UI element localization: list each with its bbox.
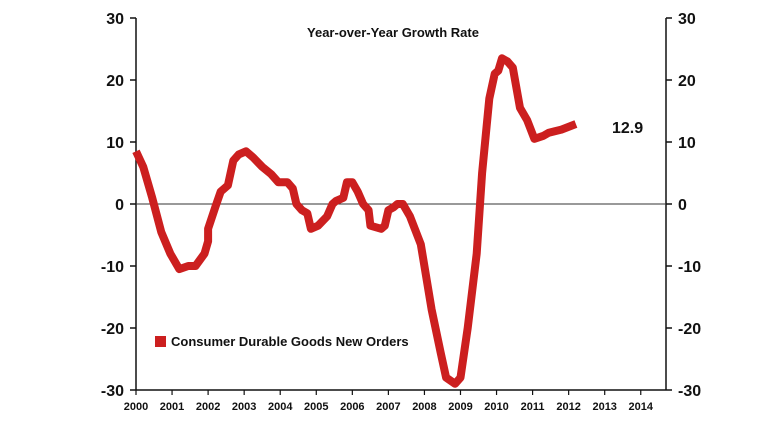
x-tick-label: 2008 <box>412 401 436 413</box>
y-tick-label-left: 30 <box>106 11 124 28</box>
x-tick-label: 2011 <box>521 401 545 413</box>
x-tick-label: 2012 <box>556 401 580 413</box>
x-tick-label: 2002 <box>196 401 220 413</box>
y-tick-label-right: -20 <box>678 321 701 338</box>
x-tick-label: 2010 <box>484 401 508 413</box>
chart-title: Year-over-Year Growth Rate <box>307 25 479 40</box>
x-tick-label: 2009 <box>448 401 472 413</box>
y-tick-label-left: 20 <box>106 73 124 90</box>
x-tick-label: 2001 <box>160 401 184 413</box>
series-group <box>132 54 578 388</box>
legend: Consumer Durable Goods New Orders <box>155 334 409 349</box>
y-tick-label-left: -20 <box>101 321 124 338</box>
x-tick-label: 2003 <box>232 401 256 413</box>
x-tick-label: 2013 <box>592 401 616 413</box>
x-tick-label: 2000 <box>124 401 148 413</box>
x-tick-label: 2004 <box>268 401 293 413</box>
legend-swatch <box>155 336 166 347</box>
x-tick-label: 2006 <box>340 401 364 413</box>
y-tick-label-right: -30 <box>678 383 701 400</box>
legend-label: Consumer Durable Goods New Orders <box>171 334 409 349</box>
x-tick-label: 2007 <box>376 401 400 413</box>
y-tick-label-right: 30 <box>678 11 696 28</box>
x-tick-label: 2014 <box>629 401 654 413</box>
y-tick-label-right: 20 <box>678 73 696 90</box>
series-line <box>132 54 578 388</box>
y-tick-label-right: 0 <box>678 197 687 214</box>
y-tick-label-left: 0 <box>115 197 124 214</box>
x-tick-label: 2005 <box>304 401 328 413</box>
y-tick-label-right: 10 <box>678 135 696 152</box>
y-tick-label-left: 10 <box>106 135 124 152</box>
y-tick-label-right: -10 <box>678 259 701 276</box>
y-tick-label-left: -10 <box>101 259 124 276</box>
end-value-label: 12.9 <box>612 120 643 137</box>
y-tick-label-left: -30 <box>101 383 124 400</box>
